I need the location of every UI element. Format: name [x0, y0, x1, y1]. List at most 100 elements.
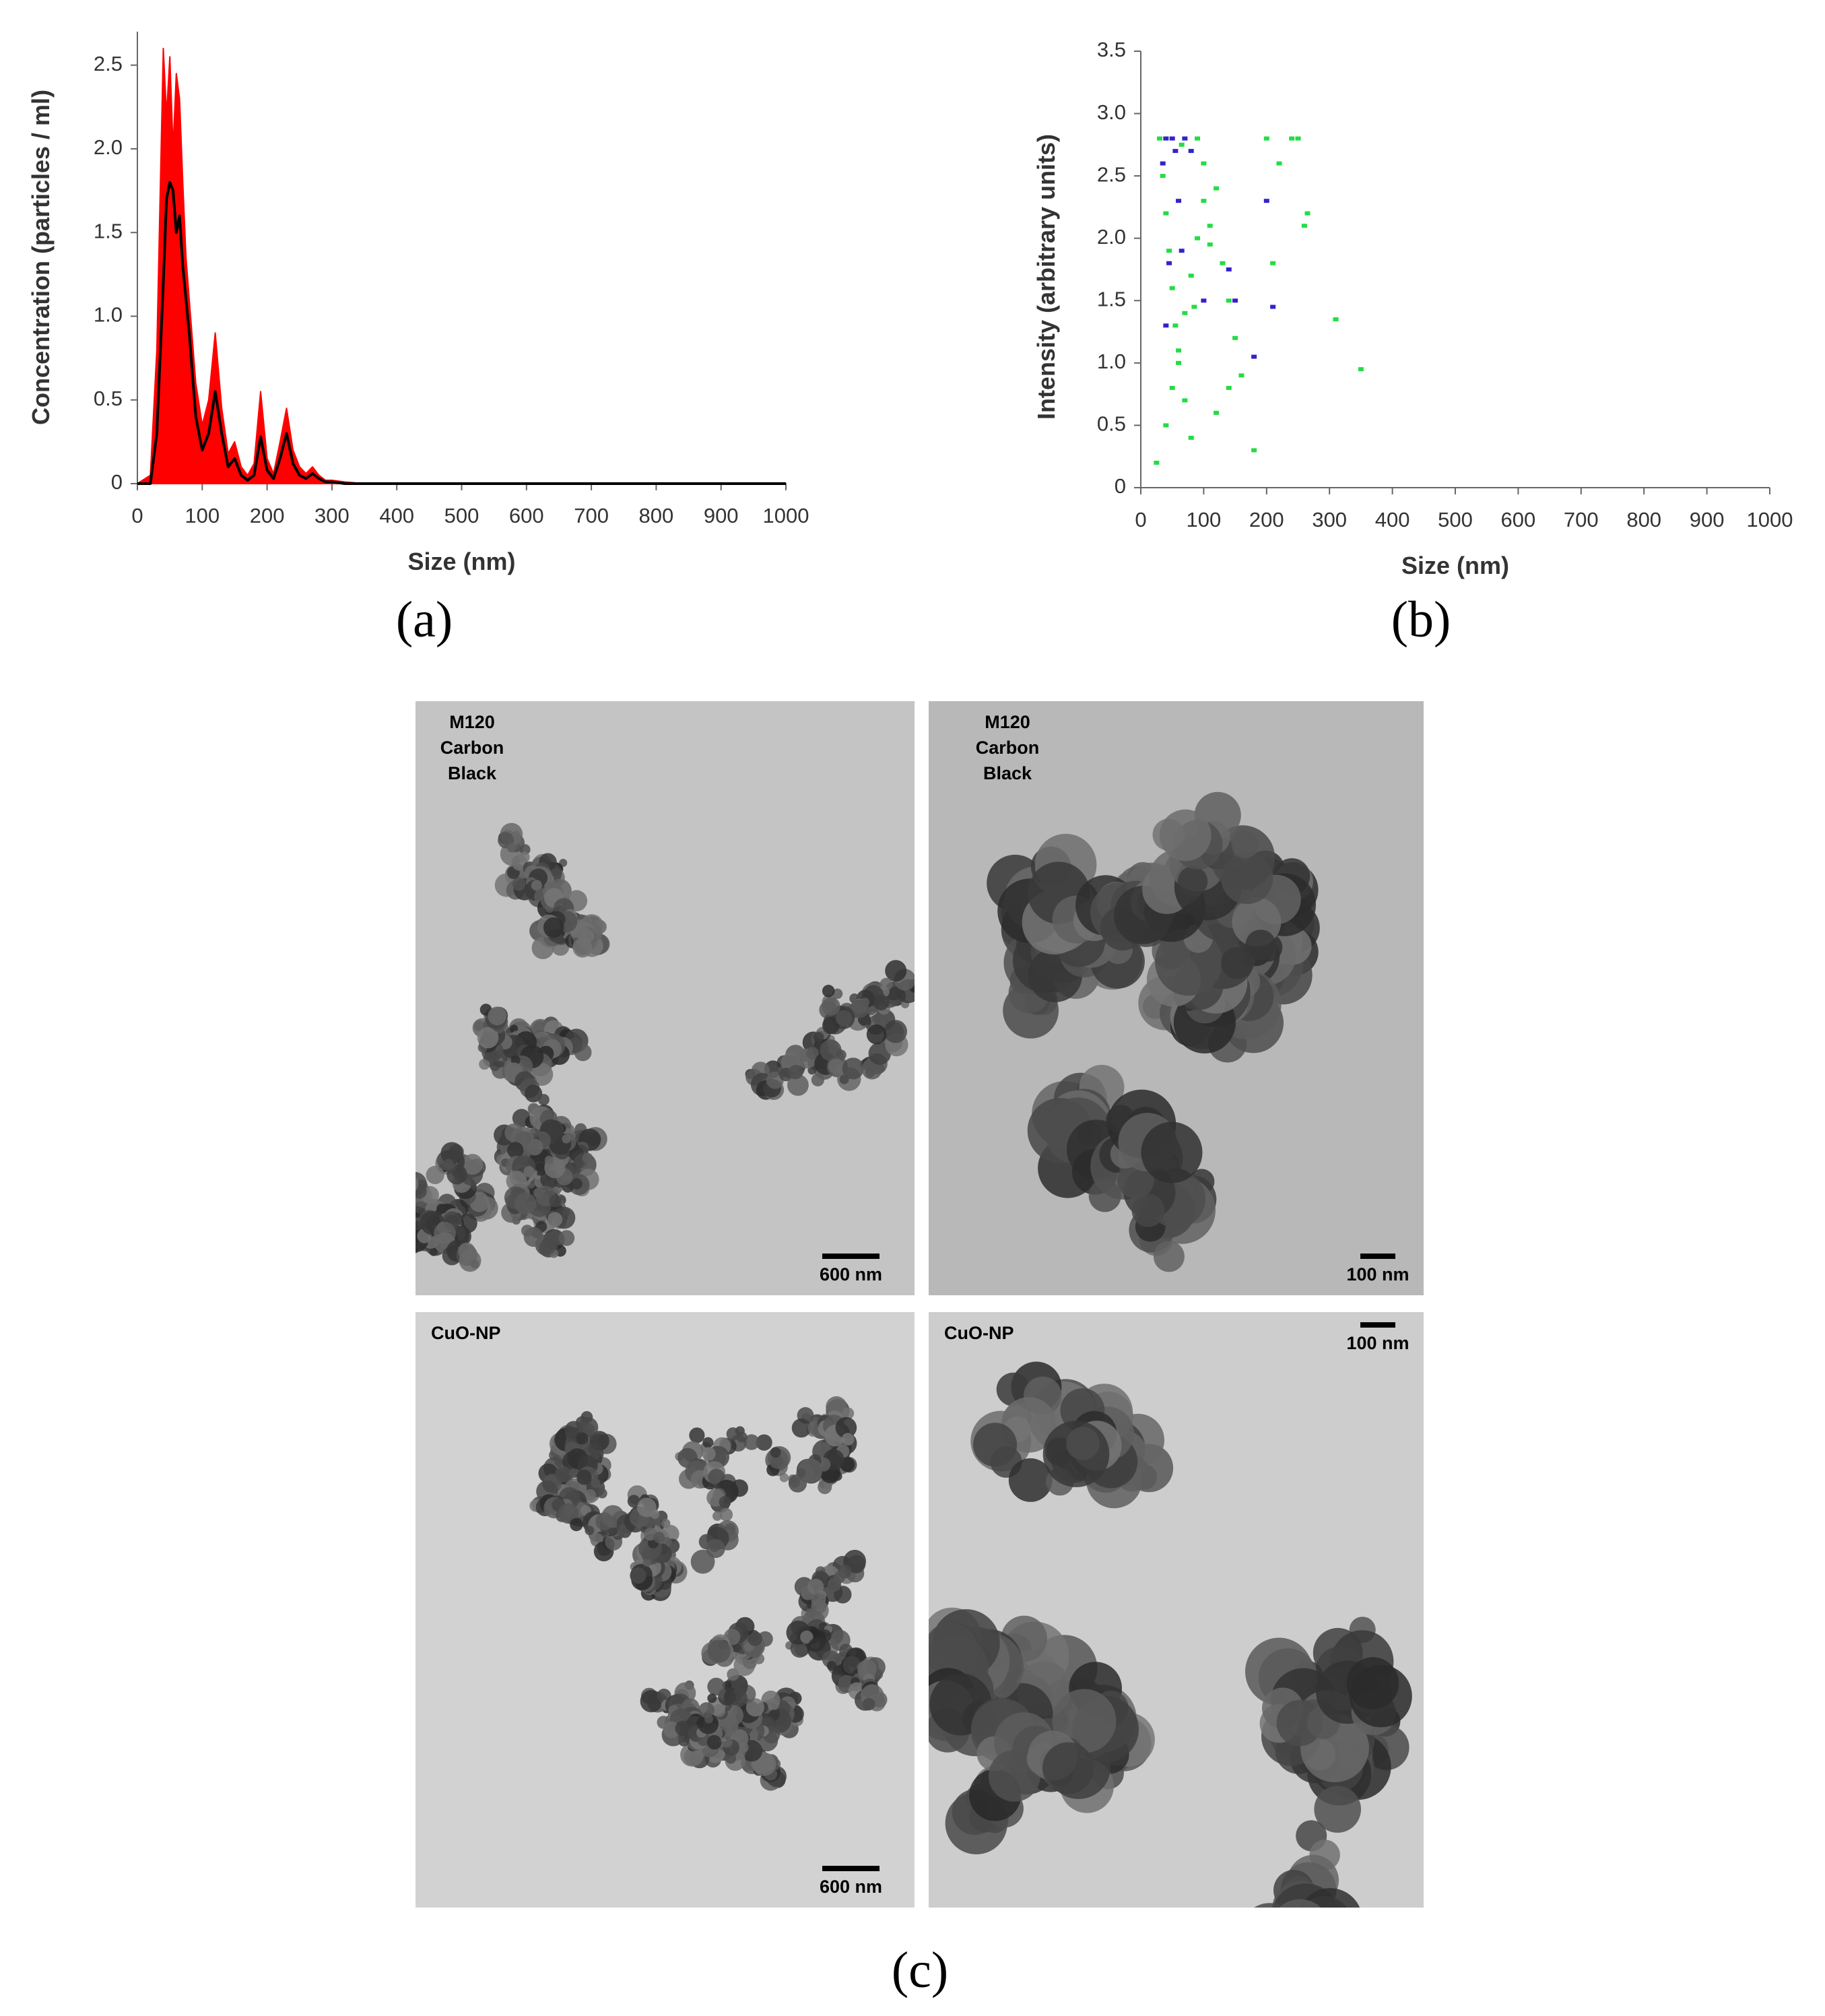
particle: [390, 1188, 406, 1204]
point: [1154, 460, 1160, 465]
point: [1188, 435, 1194, 440]
particle: [537, 1094, 550, 1106]
particle: [712, 1511, 723, 1521]
scale-bar-label: 600 nm: [820, 1264, 882, 1285]
micrograph-label: Black: [448, 763, 497, 783]
particle: [1229, 2009, 1258, 2016]
particle: [1042, 1742, 1094, 1794]
panel-label: (c): [892, 1942, 948, 1998]
particle: [558, 1503, 579, 1524]
point: [1176, 360, 1182, 365]
particle: [627, 1495, 640, 1508]
particle: [835, 1010, 852, 1027]
particle: [1204, 1918, 1259, 1972]
particle: [367, 1179, 388, 1200]
particle: [841, 1433, 855, 1446]
point: [1232, 335, 1238, 340]
particle: [800, 1630, 814, 1644]
particle: [462, 1154, 484, 1175]
point: [1251, 448, 1257, 453]
x-tick-label: 500: [444, 504, 479, 527]
particle: [849, 1648, 857, 1657]
point: [1195, 136, 1201, 141]
point: [1295, 136, 1301, 141]
x-tick-label: 100: [1187, 508, 1222, 531]
particle: [548, 1212, 563, 1227]
y-tick-label: 1.5: [94, 219, 123, 242]
particle: [719, 1507, 733, 1522]
point: [1201, 298, 1207, 303]
particle: [371, 1192, 389, 1209]
particle: [1245, 930, 1276, 961]
particle: [562, 1134, 571, 1144]
particle: [857, 1659, 877, 1679]
particle: [1277, 1909, 1335, 1967]
scale-bar-label: 600 nm: [820, 1877, 882, 1897]
particle: [806, 1047, 819, 1060]
y-tick-label: 1.5: [1097, 287, 1126, 311]
particle: [1259, 1962, 1286, 1990]
particle: [477, 1027, 499, 1049]
point: [1214, 410, 1220, 415]
particle: [582, 1152, 593, 1164]
x-tick-label: 0: [131, 504, 143, 527]
particle: [675, 1720, 691, 1736]
particle: [1268, 1911, 1297, 1940]
scale-bar: [1360, 1254, 1395, 1259]
particle: [707, 1693, 717, 1703]
particle: [549, 1194, 562, 1208]
point: [1201, 161, 1207, 166]
particle: [446, 1164, 467, 1185]
particle: [1255, 1918, 1305, 1968]
particle: [1230, 2003, 1261, 2016]
particle: [698, 1702, 715, 1718]
micrograph: [367, 701, 915, 1295]
particle: [426, 1165, 444, 1184]
particle: [1247, 1990, 1304, 2016]
micrograph: [929, 701, 1424, 1295]
particle: [376, 1194, 393, 1210]
particle: [798, 1458, 822, 1483]
particle: [585, 1526, 595, 1536]
x-tick-label: 100: [185, 504, 220, 527]
particle: [514, 1192, 537, 1215]
point: [1166, 249, 1172, 253]
particle: [822, 997, 840, 1016]
y-tick-label: 0: [1115, 474, 1126, 498]
particle: [416, 1177, 419, 1192]
particle: [1245, 1998, 1286, 2016]
particle: [507, 1142, 524, 1159]
particle: [789, 1476, 801, 1488]
x-tick-label: 300: [314, 504, 350, 527]
x-tick-label: 400: [379, 504, 414, 527]
particle: [1227, 1935, 1257, 1965]
particle: [1260, 2006, 1307, 2016]
particle: [707, 1677, 725, 1696]
point: [1333, 317, 1339, 322]
x-tick-label: 200: [250, 504, 285, 527]
particle: [835, 1417, 857, 1439]
micrograph-label: CuO-NP: [944, 1323, 1014, 1343]
particle: [862, 1697, 875, 1711]
particle: [787, 1074, 809, 1096]
micrograph: [929, 1312, 1424, 2016]
particle: [1230, 2000, 1259, 2016]
particle: [1259, 1963, 1312, 2016]
particle: [374, 1194, 394, 1214]
particle: [443, 1159, 454, 1169]
y-tick-label: 2.5: [94, 52, 123, 75]
point: [1214, 186, 1220, 191]
y-tick-label: 1.0: [94, 303, 123, 327]
particle: [558, 1230, 575, 1246]
particle: [506, 843, 517, 853]
point: [1207, 224, 1213, 228]
particle: [813, 1032, 824, 1043]
point: [1163, 423, 1169, 428]
particle: [399, 1223, 413, 1237]
particle: [543, 917, 564, 938]
particle: [512, 877, 526, 891]
x-tick-label: 200: [1249, 508, 1284, 531]
particle: [1226, 1988, 1272, 2016]
particle: [1214, 1999, 1275, 2016]
particle: [697, 1713, 719, 1734]
